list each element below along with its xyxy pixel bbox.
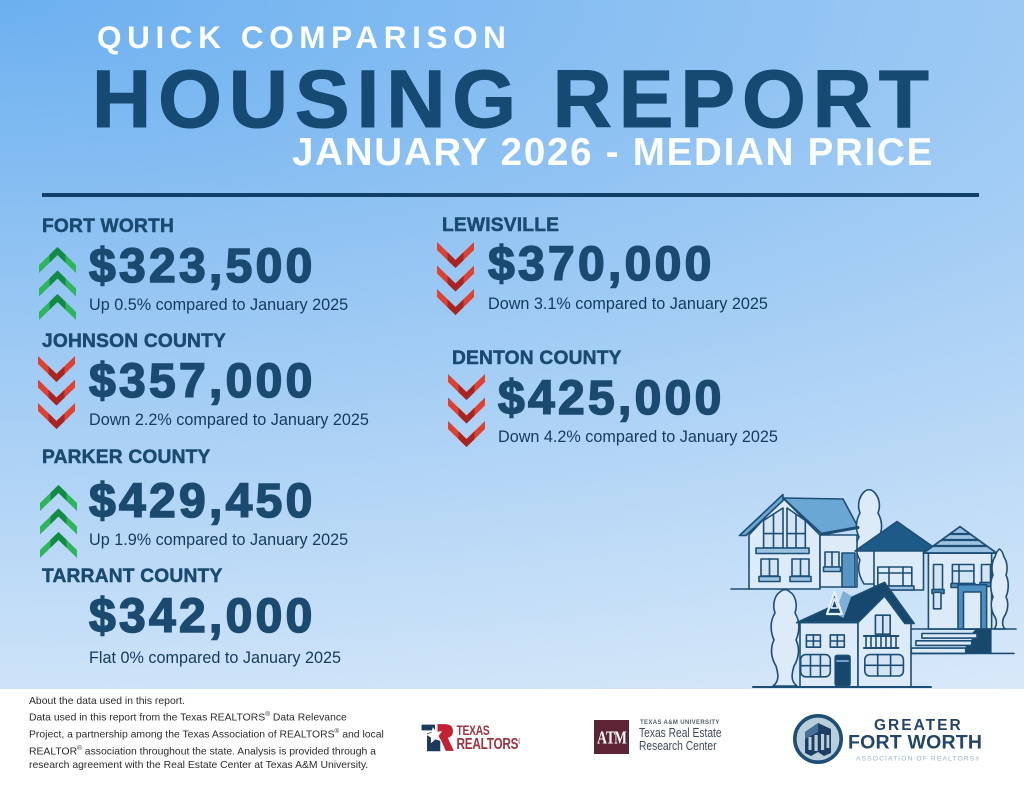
svg-text:ASSOCIATION OF REALTORS®: ASSOCIATION OF REALTORS® — [856, 756, 980, 763]
svg-text:GREATER: GREATER — [874, 717, 963, 734]
svg-text:REALTORS®: REALTORS® — [457, 736, 521, 753]
svg-text:TEXAS: TEXAS — [457, 722, 490, 738]
svg-text:FORT WORTH: FORT WORTH — [848, 732, 982, 754]
